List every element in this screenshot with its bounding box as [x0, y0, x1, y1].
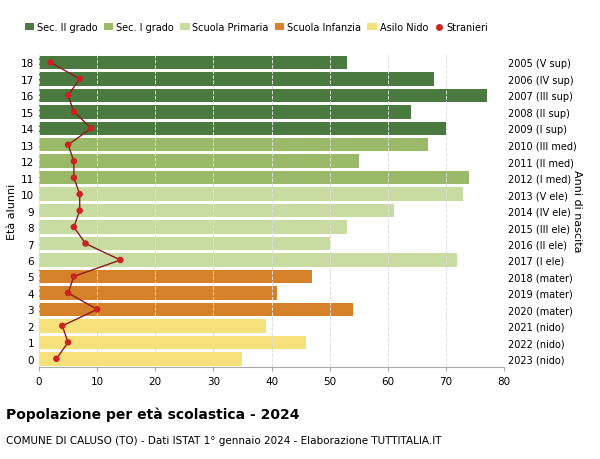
Bar [39, 122, 446, 136]
Text: Popolazione per età scolastica - 2024: Popolazione per età scolastica - 2024 [6, 406, 299, 421]
Point [63, 92, 73, 100]
Bar [39, 204, 394, 218]
Point [63, 339, 73, 346]
Point [75, 191, 85, 198]
Bar [39, 155, 359, 168]
Bar [39, 188, 463, 202]
Point [75, 76, 85, 84]
Y-axis label: Età alunni: Età alunni [7, 183, 17, 239]
Legend: Sec. II grado, Sec. I grado, Scuola Primaria, Scuola Infanzia, Asilo Nido, Stran: Sec. II grado, Sec. I grado, Scuola Prim… [20, 19, 492, 37]
Bar [39, 90, 487, 103]
Point [69, 174, 79, 182]
Point [46, 60, 55, 67]
Point [116, 257, 125, 264]
Point [63, 290, 73, 297]
Bar [39, 237, 329, 251]
Bar [39, 270, 312, 284]
Point [69, 158, 79, 166]
Point [75, 207, 85, 215]
Y-axis label: Anni di nascita: Anni di nascita [572, 170, 583, 252]
Point [63, 142, 73, 149]
Bar [39, 319, 266, 333]
Text: COMUNE DI CALUSO (TO) - Dati ISTAT 1° gennaio 2024 - Elaborazione TUTTITALIA.IT: COMUNE DI CALUSO (TO) - Dati ISTAT 1° ge… [6, 435, 442, 445]
Bar [39, 286, 277, 300]
Point [69, 273, 79, 280]
Bar [39, 303, 353, 316]
Bar [39, 221, 347, 234]
Bar [39, 352, 242, 366]
Bar [39, 56, 347, 70]
Bar [39, 336, 307, 349]
Bar [39, 139, 428, 152]
Point [80, 241, 91, 248]
Bar [39, 254, 457, 267]
Bar [39, 172, 469, 185]
Bar [39, 73, 434, 86]
Point [92, 306, 102, 313]
Point [52, 355, 61, 363]
Point [86, 125, 96, 133]
Bar [39, 106, 411, 119]
Point [58, 323, 67, 330]
Point [69, 224, 79, 231]
Point [69, 109, 79, 116]
